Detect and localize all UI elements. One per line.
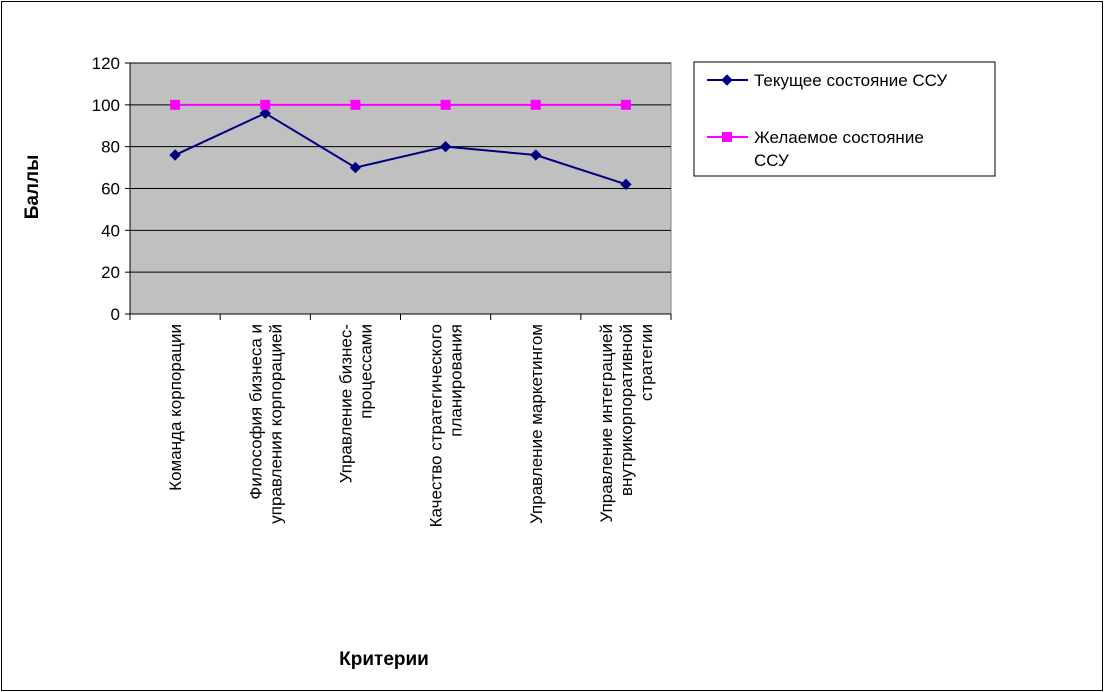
x-category-label-line: Качество стратегического (427, 324, 446, 527)
x-category-label: Управление маркетингом (527, 324, 546, 524)
x-category-label-line: процессами (356, 324, 375, 419)
x-category-label-line: планирования (447, 324, 466, 437)
x-category-label-line: Команда корпорации (166, 324, 185, 491)
y-tick-label: 0 (111, 305, 120, 324)
legend-label-line: Желаемое состояние (754, 128, 924, 147)
x-axis-title: Критерии (339, 649, 429, 670)
data-point-series-2 (620, 99, 631, 110)
x-category-label-line: стратегии (637, 324, 656, 401)
legend-label-line: Текущее состояние ССУ (754, 71, 947, 90)
x-category-label-line: Философия бизнеса и (246, 324, 265, 500)
x-category-label-line: Управление маркетингом (527, 324, 546, 524)
data-point-series-1 (620, 178, 632, 191)
data-point-series-1 (349, 161, 362, 174)
series-line-1 (174, 112, 627, 186)
x-category-label: Команда корпорации (166, 324, 185, 491)
x-category-label-line: внутрикорпоративной (617, 324, 636, 496)
x-category-label: Управление интеграциейвнутрикорпоративно… (597, 324, 656, 522)
y-tick-label: 100 (92, 96, 120, 115)
y-tick-label: 80 (101, 138, 120, 157)
y-axis-title: Баллы (22, 155, 43, 220)
legend-label: Желаемое состояние ССУ (754, 128, 924, 170)
legend-label: Текущее состояние ССУ (754, 71, 947, 90)
data-point-series-1 (439, 140, 452, 153)
data-point-series-2 (170, 99, 181, 110)
y-tick-label: 60 (101, 180, 120, 199)
data-point-series-1 (259, 107, 271, 119)
data-point-series-2 (260, 99, 271, 110)
data-point-series-1 (169, 149, 181, 161)
data-point-series-2 (350, 99, 361, 110)
x-category-label-line: Управление бизнес- (336, 324, 355, 483)
legend-swatch-marker (721, 74, 733, 86)
data-point-series-1 (530, 149, 542, 161)
y-tick-label: 40 (101, 221, 120, 240)
y-tick-label: 20 (101, 263, 120, 282)
x-category-label-line: Управление интеграцией (597, 324, 616, 522)
legend-label-line: ССУ (754, 151, 789, 170)
x-category-label-line: управления корпорацией (266, 324, 285, 524)
data-point-series-2 (530, 99, 541, 110)
x-category-label: Качество стратегическогопланирования (427, 324, 466, 527)
y-tick-label: 120 (92, 54, 120, 73)
data-point-series-2 (440, 99, 451, 110)
x-category-label: Управление бизнес-процессами (336, 324, 375, 483)
x-category-label: Философия бизнеса иуправления корпорацие… (246, 324, 285, 524)
legend-swatch-marker (722, 132, 732, 142)
